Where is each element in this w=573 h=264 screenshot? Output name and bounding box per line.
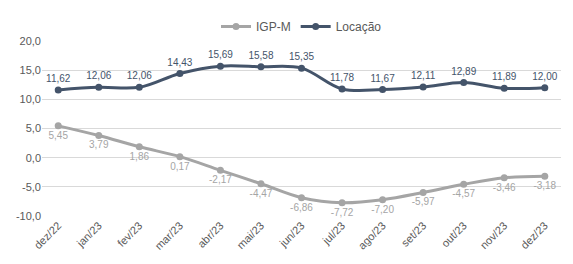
svg-text:-10,0: -10,0: [16, 210, 41, 222]
svg-text:10,0: 10,0: [20, 93, 41, 105]
svg-text:-5,0: -5,0: [22, 181, 41, 193]
svg-text:out/23: out/23: [439, 219, 469, 249]
svg-text:jul/23: jul/23: [320, 219, 348, 247]
svg-text:11,78: 11,78: [330, 72, 355, 83]
svg-text:mar/23: mar/23: [152, 219, 185, 252]
svg-text:-7,72: -7,72: [331, 207, 354, 218]
svg-text:-2,17: -2,17: [209, 174, 232, 185]
svg-text:15,69: 15,69: [208, 49, 233, 60]
svg-text:-7,20: -7,20: [371, 204, 394, 215]
svg-text:0,17: 0,17: [170, 161, 190, 172]
svg-text:15,35: 15,35: [289, 51, 314, 62]
svg-text:-5,97: -5,97: [412, 196, 435, 207]
svg-text:12,89: 12,89: [451, 66, 476, 77]
svg-text:jun/23: jun/23: [276, 219, 306, 249]
svg-text:11,89: 11,89: [492, 71, 517, 82]
svg-text:dez/22: dez/22: [32, 219, 64, 251]
svg-text:12,11: 12,11: [411, 70, 436, 81]
svg-text:abr/23: abr/23: [195, 219, 226, 250]
svg-text:ago/23: ago/23: [356, 219, 388, 251]
svg-text:-4,47: -4,47: [250, 188, 273, 199]
svg-text:15,58: 15,58: [248, 50, 273, 61]
svg-text:dez/23: dez/23: [518, 219, 550, 251]
svg-text:1,86: 1,86: [130, 151, 150, 162]
svg-text:12,00: 12,00: [532, 71, 557, 82]
svg-text:-4,57: -4,57: [452, 188, 475, 199]
svg-text:12,06: 12,06: [86, 70, 111, 81]
svg-text:11,62: 11,62: [46, 73, 71, 84]
svg-text:Locação: Locação: [336, 20, 382, 34]
svg-text:nov/23: nov/23: [478, 219, 510, 251]
svg-text:fev/23: fev/23: [115, 219, 145, 249]
svg-text:jan/23: jan/23: [74, 219, 104, 249]
svg-text:-6,86: -6,86: [290, 202, 313, 213]
svg-text:12,06: 12,06: [127, 70, 152, 81]
svg-text:mai/23: mai/23: [234, 219, 266, 251]
svg-text:3,79: 3,79: [89, 139, 109, 150]
svg-text:-3,18: -3,18: [533, 180, 556, 191]
svg-text:-3,46: -3,46: [493, 182, 516, 193]
svg-text:IGP-M: IGP-M: [256, 20, 291, 34]
svg-text:5,45: 5,45: [48, 130, 68, 141]
svg-text:11,67: 11,67: [370, 73, 395, 84]
svg-text:set/23: set/23: [399, 219, 429, 249]
svg-text:14,43: 14,43: [167, 57, 192, 68]
svg-text:15,0: 15,0: [20, 64, 41, 76]
svg-text:20,0: 20,0: [20, 35, 41, 47]
svg-text:5,0: 5,0: [26, 122, 41, 134]
svg-text:0,0: 0,0: [26, 152, 41, 164]
